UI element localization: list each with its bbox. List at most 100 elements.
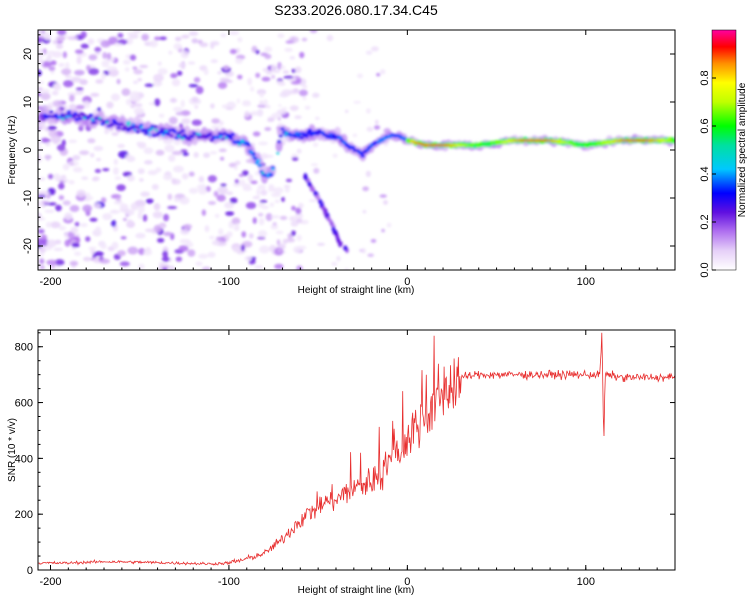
spectrogram-noise-blob <box>242 187 253 191</box>
spectrogram-noise-blob <box>279 215 288 220</box>
spectrogram-noise-blob <box>93 251 104 257</box>
snr-x-tick-label: -200 <box>39 576 61 588</box>
spectrogram-noise-blob <box>39 258 45 265</box>
spectrogram-noise-blob <box>79 150 90 156</box>
spectrogram-ridge-spot <box>65 115 69 119</box>
spectrogram-noise-blob <box>185 241 194 248</box>
spectrogram-noise-blob <box>90 92 100 97</box>
spectrogram-noise-blob <box>270 215 280 219</box>
spectrogram-noise-blob <box>38 143 42 147</box>
spectrogram-noise-blob <box>58 225 67 231</box>
spectrogram-noise-blob <box>277 33 285 39</box>
spectrogram-noise-blob <box>362 186 369 192</box>
spectrogram-noise-blob <box>220 183 227 187</box>
spectrogram-noise-blob <box>353 100 361 104</box>
spectrogram-noise-blob <box>196 184 206 191</box>
spectrogram-ridge-core <box>350 145 356 150</box>
spectrogram-noise-blob <box>52 100 63 108</box>
spectrogram-noise-blob <box>79 79 88 85</box>
spectrogram-ridge-core <box>331 133 337 137</box>
spectrogram-noise-blob <box>144 228 155 233</box>
spectrogram-noise-blob <box>296 234 302 241</box>
spectrogram-noise-blob <box>132 80 139 85</box>
spectrogram-noise-blob <box>175 111 185 116</box>
spectrogram-noise-blob <box>158 113 165 118</box>
spectrogram-noise-blob <box>130 202 139 211</box>
spectrogram-noise-blob <box>56 144 66 152</box>
spectrogram-ridge-core <box>40 117 46 121</box>
spectrogram-ridge-core <box>172 130 178 134</box>
spectrogram-noise-blob <box>362 210 367 214</box>
spectrogram-noise-blob <box>94 168 102 174</box>
spectrogram-noise-blob <box>366 126 374 132</box>
spectrogram-noise-blob <box>46 259 57 266</box>
spectrogram-noise-blob <box>80 43 89 49</box>
spectrogram-noise-blob <box>280 196 285 203</box>
snr-x-tick-label: -100 <box>218 576 240 588</box>
spectrogram-x-ticks: -200 -100 0 100 <box>39 30 676 288</box>
spectrogram-noise-blob <box>57 30 67 36</box>
spectrogram-noise-blob <box>95 226 102 235</box>
spectrogram-noise-blob <box>38 57 44 63</box>
spectrogram-noise-blob <box>188 31 199 36</box>
spectrogram-branch-blob <box>328 219 333 225</box>
spectrogram-noise-blob <box>365 108 371 114</box>
spectrogram-noise-blob <box>282 70 290 74</box>
spectrogram-noise-blob <box>62 178 69 183</box>
spectrogram-ridge-core <box>297 132 303 136</box>
spectrogram-noise-blob <box>55 40 64 44</box>
spectrogram-ridge-core <box>190 134 195 139</box>
spectrogram-noise-blob <box>74 69 85 76</box>
spectrogram-noise-blob <box>56 43 64 50</box>
spectrogram-branch-blob <box>323 210 327 216</box>
spectrogram-noise-blob <box>163 213 170 222</box>
spectrogram-noise-blob <box>120 236 127 240</box>
spectrogram-noise-blob <box>168 116 178 125</box>
spectrogram-noise-blob <box>220 33 227 38</box>
spectrogram-noise-blob <box>211 125 221 129</box>
spectrogram-noise-blob <box>38 92 42 97</box>
spectrogram-noise-blob <box>38 37 42 44</box>
spectrogram-noise-blob <box>143 147 154 155</box>
spectrogram-ridge-core <box>151 133 157 137</box>
spectrogram-noise-blob <box>273 187 284 194</box>
spectrogram-noise-blob <box>178 245 189 252</box>
spectrogram-noise-blob <box>255 171 259 176</box>
spectrogram-noise-blob <box>47 202 57 206</box>
spectrogram-noise-blob <box>272 222 277 226</box>
spectrogram-noise-blob <box>140 191 150 197</box>
spectrogram-noise-blob <box>191 38 199 44</box>
spectrogram-noise-blob <box>137 77 143 82</box>
snr-y-ticks: 0 200 400 600 800 <box>15 332 675 577</box>
spectrogram-noise-blob <box>275 230 284 235</box>
spectrogram-noise-blob <box>259 91 264 98</box>
spectrogram-noise-blob <box>68 180 75 185</box>
spectrogram-noise-blob <box>56 36 66 42</box>
spectrogram-noise-blob <box>191 96 199 103</box>
spectrogram-noise-blob <box>217 81 228 89</box>
spectrogram-ridge-core <box>110 122 115 127</box>
spectrogram-noise-blob <box>44 209 55 214</box>
spectrogram-noise-blob <box>223 65 230 71</box>
spectrogram-noise-blob <box>39 61 44 66</box>
spectrogram-noise-blob <box>127 219 133 226</box>
spectrogram-noise-blob <box>101 60 110 68</box>
spectrogram-noise-blob <box>153 224 162 233</box>
spectrogram-noise-blob <box>40 88 51 94</box>
spectrogram-noise-blob <box>69 162 75 166</box>
spectrogram-noise-blob <box>252 131 261 137</box>
spectrogram-ridge-core <box>49 110 54 114</box>
spectrogram-noise-blob <box>304 105 311 110</box>
spectrogram-ridge-core <box>119 122 125 126</box>
spectrogram-noise-blob <box>259 199 268 204</box>
spectrogram-noise-blob <box>207 175 217 183</box>
spectrogram-ridge-spot <box>164 129 168 133</box>
spectrogram-noise-blob <box>180 228 190 235</box>
spectrogram-noise-blob <box>88 67 100 76</box>
spectrogram-noise-blob <box>102 213 113 221</box>
spectrogram-noise-blob <box>294 66 302 74</box>
spectrogram-noise-blob <box>298 203 305 207</box>
spectrogram-noise-blob <box>241 101 252 107</box>
spectrogram-noise-blob <box>74 221 80 227</box>
spectrogram-noise-blob <box>273 70 281 73</box>
